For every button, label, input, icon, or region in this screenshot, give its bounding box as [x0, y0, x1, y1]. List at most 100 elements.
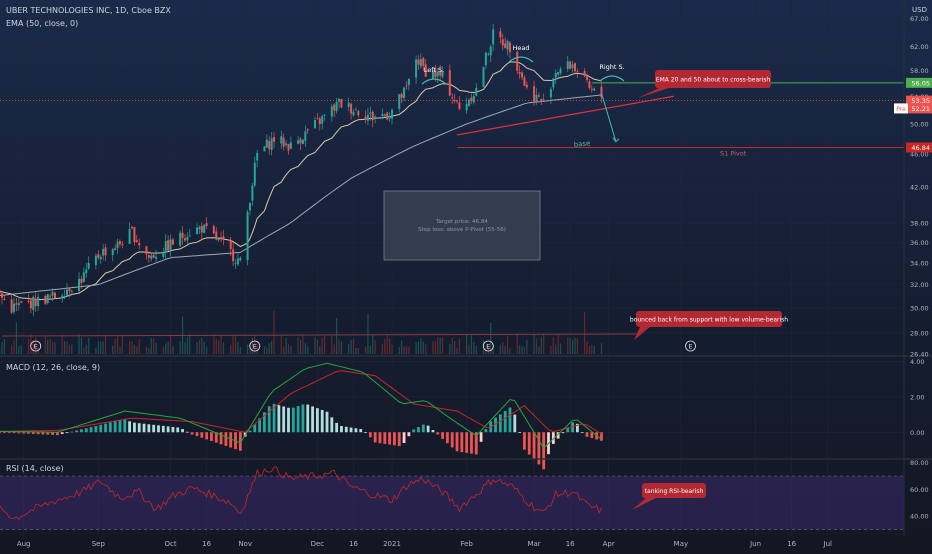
candle-body	[235, 263, 237, 264]
candle-body	[83, 272, 85, 281]
macd-histogram-bar	[513, 415, 516, 433]
candle-body	[0, 290, 1, 294]
volume-bar	[401, 341, 402, 354]
volume-bar	[389, 338, 390, 354]
volume-bar	[136, 346, 137, 354]
volume-bar	[47, 340, 48, 354]
volume-bar	[50, 339, 51, 354]
volume-bar	[11, 345, 12, 354]
candle	[203, 224, 205, 233]
candle-body	[167, 240, 169, 250]
candle-body	[287, 144, 289, 151]
volume-bar	[348, 344, 349, 354]
macd-histogram-bar	[350, 428, 353, 433]
volume-bar	[473, 342, 474, 354]
macd-histogram-bar	[229, 432, 232, 447]
volume-bar	[220, 335, 221, 354]
volume-bar	[235, 336, 236, 354]
candle-body	[389, 117, 391, 118]
volume-bar	[550, 346, 551, 354]
candle-body	[280, 136, 282, 143]
candle-body	[487, 54, 489, 55]
volume-bar	[273, 311, 274, 354]
candle-body	[145, 246, 147, 254]
pattern-label: Right S.	[599, 63, 624, 71]
candle-body	[485, 53, 487, 65]
macd-histogram-bar	[398, 432, 401, 446]
candle-body	[263, 146, 265, 151]
candle-body	[290, 142, 292, 148]
macd-histogram-bar	[210, 432, 213, 441]
volume-bar	[69, 345, 70, 354]
candle-body	[251, 186, 253, 201]
volume-bar	[62, 335, 63, 354]
volume-bar	[155, 343, 156, 354]
macd-histogram-bar	[176, 427, 179, 432]
macd-histogram-bar	[282, 406, 285, 432]
candle-body	[302, 140, 304, 144]
volume-bar	[151, 338, 152, 354]
candle-body	[3, 299, 5, 300]
candle-body	[357, 111, 359, 115]
macd-histogram-bar	[518, 432, 521, 433]
y-tick-label: 32.00	[910, 281, 929, 289]
candle-body	[273, 137, 275, 142]
candle-body	[307, 129, 309, 130]
macd-histogram-bar	[22, 432, 25, 433]
volume-bar	[247, 344, 248, 354]
candle-body	[538, 95, 540, 96]
candle	[263, 146, 265, 151]
macd-histogram-bar	[417, 427, 420, 432]
macd-histogram-bar	[562, 432, 565, 433]
macd-histogram-bar	[94, 426, 97, 432]
volume-bar	[298, 337, 299, 354]
volume-bar	[432, 342, 433, 354]
macd-histogram-bar	[277, 405, 280, 432]
macd-histogram-bar	[326, 412, 329, 433]
y-tick-label: 67.00	[910, 15, 929, 23]
candle	[483, 67, 485, 88]
candle-body	[415, 59, 417, 77]
volume-bar	[452, 338, 453, 354]
earnings-marker-text: E	[34, 343, 38, 351]
volume-bar	[165, 344, 166, 354]
candle-body	[215, 232, 217, 240]
volume-bar	[437, 337, 438, 354]
macd-tick-label: 2.00	[910, 393, 924, 401]
candle-body	[336, 102, 338, 111]
macd-histogram-bar	[80, 429, 83, 432]
earnings-marker-text: E	[688, 343, 692, 351]
candle-body	[203, 225, 205, 233]
target-text: Target price: 46.84	[435, 219, 488, 225]
x-tick-label: Nov	[238, 540, 252, 548]
candle-body	[584, 71, 586, 76]
candle-body	[11, 299, 13, 312]
macd-histogram-bar	[379, 432, 382, 443]
ema-cross-note-text: EMA 20 and 50 about to cross-bearish	[656, 77, 771, 84]
candle-body	[254, 163, 256, 186]
macd-histogram-bar	[369, 432, 372, 437]
macd-tick-label: 4.00	[910, 358, 924, 366]
volume-bar	[505, 346, 506, 354]
volume-bar	[78, 334, 79, 354]
candle-body	[300, 139, 302, 143]
price-tag: 56.05	[906, 78, 932, 88]
candle-body	[550, 89, 552, 97]
candle-body	[218, 237, 220, 240]
volume-bar	[18, 346, 19, 354]
macd-histogram-bar	[37, 432, 40, 434]
candle-body	[230, 240, 232, 249]
macd-histogram-bar	[138, 423, 141, 432]
volume-bar	[560, 344, 561, 354]
rsi-legend: RSI (14, close)	[6, 464, 64, 473]
rsi-pane: tanking RSI-bearish	[0, 467, 904, 529]
volume-bar	[4, 339, 5, 354]
volume-bar	[586, 341, 587, 354]
macd-histogram-bar	[364, 432, 367, 433]
candle-body	[283, 138, 285, 147]
candle-body	[172, 239, 174, 244]
stoploss-text: Stop loss: above P-Pivot (55-56)	[418, 227, 506, 233]
rsi-tick-label: 40.00	[910, 513, 929, 521]
